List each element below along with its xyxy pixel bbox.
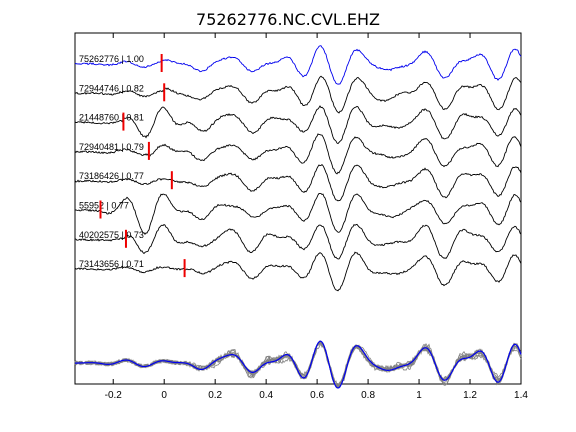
trace-group: 73143656 | 0.71 bbox=[74, 251, 522, 292]
trace-label: 55952 | 0.77 bbox=[79, 201, 129, 211]
trace-group: 55952 | 0.77 bbox=[74, 193, 522, 235]
trace-label: 40202575 | 0.73 bbox=[79, 230, 144, 240]
axes-frame bbox=[74, 32, 522, 385]
trace-label: 73143656 | 0.71 bbox=[79, 259, 144, 269]
x-tick-label: 1.2 bbox=[463, 390, 477, 401]
x-tick-label: -0.2 bbox=[105, 390, 123, 401]
waveform-trace bbox=[74, 45, 522, 85]
waveform-trace bbox=[74, 163, 522, 202]
trace-label: 73186426 | 0.77 bbox=[79, 171, 144, 181]
waveform-trace bbox=[74, 75, 522, 114]
trace-group: 21448760 | 0.81 bbox=[74, 105, 522, 145]
stack-reference-trace bbox=[75, 340, 522, 389]
x-tick-label: 1.4 bbox=[514, 390, 528, 401]
x-tick-label: 1 bbox=[416, 390, 422, 401]
waveform-trace bbox=[74, 223, 522, 260]
waveform-trace bbox=[74, 251, 522, 292]
plot-area: -0.2 0 0.2 0.4 0.6 0.8 1 1.2 1.4 75262776 | 1.00 7… bbox=[74, 32, 528, 401]
trace-group: 72940481 | 0.79 bbox=[74, 133, 522, 175]
trace-group: 73186426 | 0.77 bbox=[74, 163, 522, 202]
trace-label: 75262776 | 1.00 bbox=[79, 54, 144, 64]
x-tick-label: 0.2 bbox=[208, 390, 222, 401]
trace-label: 72940481 | 0.79 bbox=[79, 142, 144, 152]
trace-label: 21448760 | 0.81 bbox=[79, 113, 144, 123]
waveform-trace bbox=[74, 105, 522, 145]
trace-group: 40202575 | 0.73 bbox=[74, 223, 522, 260]
trace-group: 75262776 | 1.00 bbox=[74, 45, 522, 85]
trace-label: 72944746 | 0.82 bbox=[79, 83, 144, 93]
x-tick-label: 0.6 bbox=[310, 390, 324, 401]
waveform-trace bbox=[74, 193, 522, 235]
x-tick-label: 0.4 bbox=[259, 390, 273, 401]
trace-group: 72944746 | 0.82 bbox=[74, 75, 522, 114]
chart-title: 75262776.NC.CVL.EHZ bbox=[196, 10, 380, 29]
x-tick-label: 0 bbox=[161, 390, 167, 401]
x-tick-label: 0.8 bbox=[361, 390, 375, 401]
